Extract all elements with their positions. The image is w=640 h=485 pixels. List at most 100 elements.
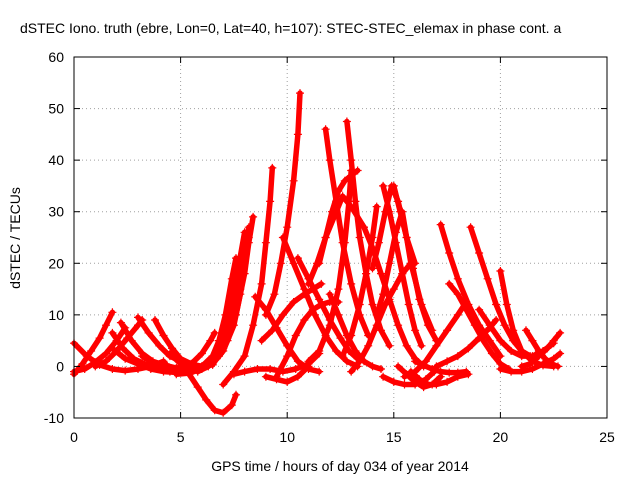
data-point xyxy=(121,354,130,363)
data-point xyxy=(289,298,298,306)
data-point xyxy=(415,375,424,384)
data-point xyxy=(462,305,471,314)
data-point xyxy=(338,192,347,201)
data-point xyxy=(543,344,552,353)
data-point xyxy=(176,359,185,368)
data-point xyxy=(293,372,302,381)
x-tick-label: 25 xyxy=(599,429,615,445)
data-point xyxy=(270,290,279,299)
data-point xyxy=(289,259,298,268)
data-point xyxy=(379,181,388,190)
data-point xyxy=(421,357,430,366)
data-point xyxy=(522,326,530,335)
data-point xyxy=(379,372,388,381)
data-point xyxy=(304,357,313,366)
y-tick-label: -10 xyxy=(44,410,64,426)
data-point xyxy=(325,156,334,165)
series-line xyxy=(344,118,393,349)
data-point xyxy=(193,383,202,392)
data-series xyxy=(278,233,362,371)
data-point xyxy=(389,377,398,386)
data-point xyxy=(464,344,473,353)
data-point xyxy=(507,347,516,355)
data-point xyxy=(108,344,117,353)
data-point xyxy=(500,321,509,330)
data-point xyxy=(78,359,87,368)
data-point xyxy=(272,375,281,384)
data-point xyxy=(116,318,125,327)
data-point xyxy=(400,372,409,381)
series-line xyxy=(280,234,361,370)
data-point xyxy=(227,401,236,410)
data-point xyxy=(534,347,543,355)
data-point xyxy=(496,365,505,373)
data-point xyxy=(229,370,238,379)
data-point xyxy=(347,331,356,340)
data-point xyxy=(372,202,381,211)
data-point xyxy=(496,352,505,361)
data-point xyxy=(470,321,479,330)
data-point xyxy=(266,197,275,206)
data-point xyxy=(240,367,249,376)
data-point xyxy=(342,117,351,126)
data-point xyxy=(229,321,238,330)
data-point xyxy=(411,377,420,386)
data-series xyxy=(165,349,240,417)
data-point xyxy=(547,359,556,368)
data-point xyxy=(364,341,373,350)
data-point xyxy=(266,365,275,373)
data-point xyxy=(417,341,426,350)
data-point xyxy=(496,336,505,345)
data-point xyxy=(368,300,377,309)
x-tick-label: 0 xyxy=(70,429,78,445)
data-point xyxy=(87,347,96,355)
data-point xyxy=(400,380,409,389)
data-point xyxy=(332,347,341,355)
data-point xyxy=(402,341,411,350)
data-point xyxy=(517,362,526,371)
data-point xyxy=(134,359,142,368)
data-point xyxy=(411,367,420,376)
data-point xyxy=(541,354,550,363)
data-point xyxy=(507,367,516,376)
data-point xyxy=(394,321,403,330)
x-tick-label: 5 xyxy=(177,429,185,445)
data-point xyxy=(351,197,360,206)
data-point xyxy=(244,233,253,242)
data-point xyxy=(379,290,388,299)
data-point xyxy=(119,344,127,353)
data-point xyxy=(404,300,413,309)
data-point xyxy=(377,326,385,335)
data-point xyxy=(300,285,309,294)
data-point xyxy=(210,406,219,415)
data-point xyxy=(289,176,298,185)
data-point xyxy=(165,349,174,358)
data-point xyxy=(268,326,277,335)
y-tick-label: 60 xyxy=(48,49,64,65)
series-line xyxy=(209,234,252,367)
data-point xyxy=(102,321,110,330)
data-point xyxy=(315,347,324,355)
data-point xyxy=(443,357,452,366)
data-point xyxy=(257,279,266,288)
data-point xyxy=(317,279,326,288)
data-series xyxy=(219,163,277,389)
data-point xyxy=(423,380,432,389)
data-point xyxy=(121,366,130,375)
data-point xyxy=(549,354,558,363)
data-point xyxy=(108,328,117,337)
data-point xyxy=(283,377,292,386)
data-point xyxy=(206,336,215,345)
data-point xyxy=(296,89,304,98)
data-series xyxy=(338,202,381,361)
data-point xyxy=(293,130,302,139)
data-point xyxy=(396,207,405,216)
data-point xyxy=(108,308,117,317)
data-point xyxy=(479,336,488,345)
data-point xyxy=(351,347,360,355)
data-point xyxy=(432,362,441,371)
series-line xyxy=(339,203,380,359)
data-point xyxy=(240,352,249,361)
data-point xyxy=(385,295,394,304)
